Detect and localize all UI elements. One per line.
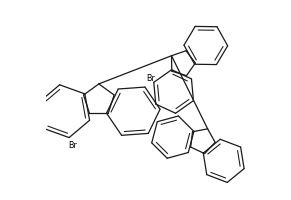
Text: Br: Br bbox=[146, 74, 155, 83]
Text: Br: Br bbox=[68, 141, 77, 150]
